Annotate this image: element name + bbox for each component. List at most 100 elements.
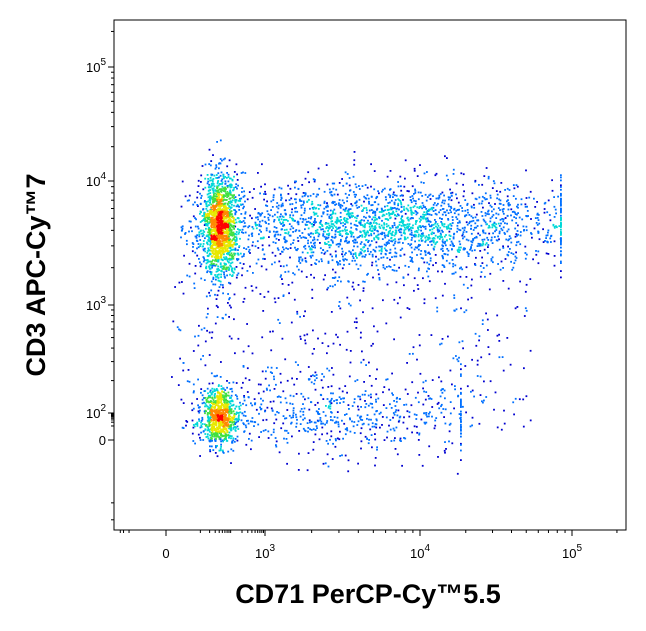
- event-dot: [220, 422, 222, 425]
- event-dot: [435, 213, 438, 216]
- event-dot: [224, 276, 226, 279]
- event-dot: [346, 236, 348, 239]
- event-dot: [411, 261, 414, 263]
- event-dot: [462, 283, 465, 286]
- event-dot: [214, 252, 217, 255]
- event-dot: [560, 200, 562, 203]
- event-dot: [415, 230, 418, 232]
- event-dot: [348, 250, 351, 253]
- event-dot: [499, 199, 502, 202]
- event-dot: [241, 231, 243, 234]
- event-dot: [287, 248, 289, 250]
- event-dot: [210, 400, 212, 402]
- event-dot: [371, 230, 374, 232]
- event-dot: [376, 208, 378, 211]
- event-dot: [350, 222, 352, 225]
- event-dot: [460, 375, 462, 377]
- event-dot: [443, 225, 445, 228]
- event-dot: [355, 224, 358, 227]
- event-dot: [473, 237, 476, 239]
- event-dot: [437, 270, 439, 273]
- event-dot: [208, 213, 210, 215]
- event-dot: [383, 214, 386, 217]
- event-dot: [198, 411, 201, 414]
- event-dot: [421, 195, 424, 197]
- event-dot: [513, 262, 516, 264]
- event-dot: [207, 192, 210, 195]
- event-dot: [476, 225, 479, 227]
- event-dot: [415, 213, 418, 216]
- event-dot: [228, 407, 231, 410]
- event-dot: [310, 241, 312, 244]
- event-dot: [223, 273, 225, 276]
- event-dot: [560, 204, 562, 207]
- event-dot: [292, 239, 295, 242]
- event-dot: [373, 201, 376, 204]
- event-dot: [335, 219, 338, 222]
- event-dot: [483, 175, 486, 177]
- event-dot: [472, 239, 474, 242]
- event-dot: [408, 225, 410, 227]
- event-dot: [366, 437, 368, 440]
- event-dot: [227, 194, 230, 196]
- event-dot: [222, 243, 225, 245]
- event-dot: [386, 234, 388, 237]
- event-dot: [209, 196, 212, 198]
- event-dot: [207, 250, 209, 252]
- event-dot: [351, 259, 354, 262]
- event-dot: [395, 426, 398, 429]
- event-dot: [215, 174, 218, 176]
- event-dot: [196, 204, 199, 206]
- event-dot: [211, 220, 214, 223]
- event-dot: [397, 198, 400, 201]
- event-dot: [265, 268, 268, 271]
- event-dot: [230, 184, 233, 186]
- event-dot: [460, 387, 462, 390]
- event-dot: [349, 189, 351, 192]
- event-dot: [440, 234, 442, 236]
- event-dot: [235, 231, 238, 233]
- event-dot: [328, 227, 330, 229]
- event-dot: [345, 182, 348, 185]
- event-dot: [475, 226, 478, 229]
- event-dot: [460, 444, 462, 446]
- event-dot: [446, 226, 448, 229]
- event-dot: [484, 214, 487, 217]
- event-dot: [218, 230, 220, 232]
- event-dot: [353, 241, 355, 244]
- event-dot: [212, 218, 214, 221]
- event-dot: [220, 361, 222, 363]
- event-dot: [193, 390, 195, 393]
- event-dot: [369, 229, 371, 231]
- event-dot: [215, 388, 218, 390]
- event-dot: [392, 239, 395, 242]
- event-dot: [228, 409, 231, 411]
- event-dot: [207, 408, 210, 410]
- event-dot: [428, 237, 431, 239]
- event-dot: [219, 204, 221, 206]
- event-dot: [506, 195, 509, 198]
- event-dot: [226, 274, 228, 277]
- event-dot: [403, 416, 405, 419]
- event-dot: [227, 173, 230, 176]
- event-dot: [313, 238, 316, 241]
- event-dot: [358, 236, 360, 238]
- event-dot: [292, 214, 295, 217]
- event-dot: [242, 414, 245, 417]
- event-dot: [429, 411, 431, 414]
- event-dot: [498, 232, 501, 235]
- event-dot: [227, 233, 229, 236]
- event-dot: [207, 180, 210, 183]
- event-dot: [214, 401, 217, 404]
- event-dot: [289, 256, 291, 259]
- event-dot: [234, 422, 237, 424]
- event-dot: [290, 197, 293, 200]
- event-dot: [555, 212, 557, 215]
- event-dot: [333, 236, 336, 239]
- event-dot: [305, 221, 308, 223]
- event-dot: [438, 194, 441, 197]
- event-dot: [210, 184, 213, 187]
- event-dot: [211, 247, 214, 250]
- event-dot: [427, 237, 430, 240]
- event-dot: [319, 247, 322, 250]
